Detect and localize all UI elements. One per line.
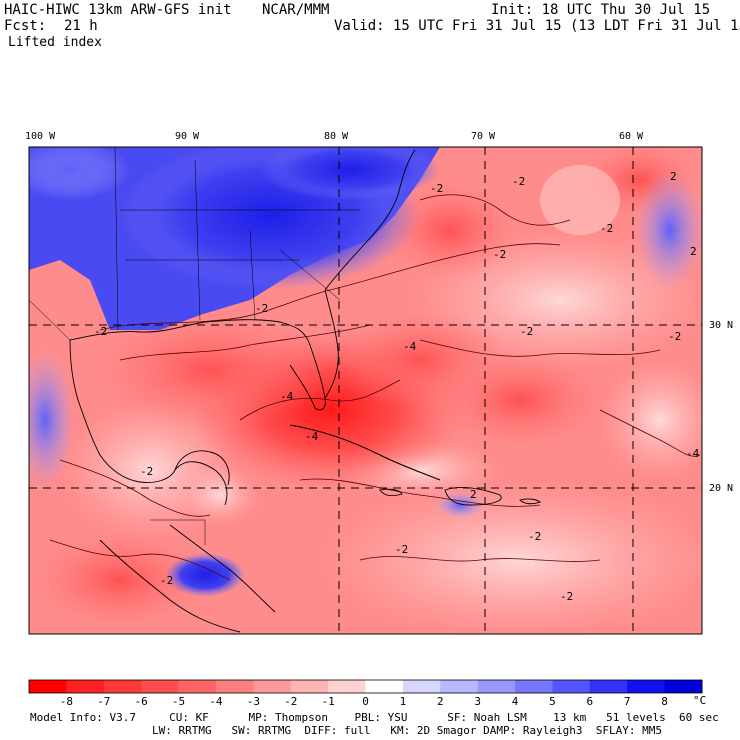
colorbar-swatch	[365, 680, 404, 693]
colorbar-swatch	[253, 680, 292, 693]
colorbar-swatch	[402, 680, 441, 693]
colorbar-swatch	[290, 680, 329, 693]
init-time: Init: 18 UTC Thu 30 Jul 15	[491, 2, 711, 18]
coastlines	[29, 147, 541, 633]
lon-label-70w: 70 W	[471, 131, 496, 142]
colorbar-labels: -8 -7 -6 -5 -4 -3 -2 -1 0 1 2 3 4 5 6 7 8	[60, 695, 668, 708]
colorbar-swatch	[66, 680, 105, 693]
lon-label-60w: 60 W	[619, 131, 644, 142]
contour-label: -2	[255, 302, 268, 315]
colorbar-tick-label: -2	[284, 695, 297, 708]
lat-label-20n: 20 N	[709, 483, 733, 494]
lon-label-80w: 80 W	[324, 131, 349, 142]
field-name: Lifted index	[8, 35, 102, 50]
longitude-labels: 100 W 90 W 80 W 70 W 60 W	[25, 131, 644, 142]
colorbar-unit: °C	[693, 694, 706, 707]
colorbar-tick-label: -8	[60, 695, 73, 708]
colorbar-swatch	[515, 680, 553, 693]
model-title: HAIC-HIWC 13km ARW-GFS init	[4, 2, 232, 18]
contour-label: -2	[528, 530, 541, 543]
colorbar-tick-label: -7	[97, 695, 110, 708]
contour-label: -2	[668, 330, 681, 343]
colorbar-tick-label: 2	[437, 695, 444, 708]
contour-label: -4	[403, 340, 417, 353]
valid-time: Valid: 15 UTC Fri 31 Jul 15 (13 LDT Fri …	[334, 18, 740, 34]
colorbar-tick-label: -6	[135, 695, 148, 708]
colorbar-tick-label: 5	[549, 695, 556, 708]
lat-label-30n: 30 N	[709, 320, 733, 331]
latitude-labels: 30 N 20 N	[709, 320, 733, 494]
contour-label: -2	[395, 543, 408, 556]
colorbar-swatch	[103, 680, 142, 693]
contour-label: -4	[686, 447, 700, 460]
colorbar-tick-label: 8	[661, 695, 668, 708]
model-info-line1: Model Info: V3.7 CU: KF MP: Thompson PBL…	[30, 711, 719, 724]
colorbar-tick-label: 0	[362, 695, 369, 708]
contour-label: -2	[600, 222, 613, 235]
contour-label: -2	[520, 325, 533, 338]
forecast-label: Fcst:	[4, 18, 47, 34]
contour-label: -2	[493, 248, 506, 261]
contour-label: -4	[280, 390, 294, 403]
contour-label: 2	[670, 170, 677, 183]
colorbar-swatch	[29, 680, 67, 693]
colorbar-swatch	[627, 680, 666, 693]
colorbar-swatch	[477, 680, 516, 693]
colorbar-tick-label: -4	[209, 695, 223, 708]
colorbar-frame	[28, 679, 703, 694]
contour-label: 2	[470, 488, 477, 501]
colorbar-swatch	[589, 680, 628, 693]
forecast-hour: 21 h	[64, 18, 98, 34]
contour-label: 2	[690, 245, 697, 258]
colorbar-swatch	[664, 680, 703, 693]
colorbar-swatch	[552, 680, 591, 693]
colorbar-tick-label: 7	[624, 695, 631, 708]
colorbar-tick-label: -3	[247, 695, 260, 708]
colorbar-tick-label: -5	[172, 695, 185, 708]
lon-label-90w: 90 W	[175, 131, 200, 142]
contour-label: -2	[160, 574, 173, 587]
colorbar-tick-label: 6	[587, 695, 594, 708]
contour-label: -2	[140, 465, 153, 478]
organization: NCAR/MMM	[262, 2, 330, 18]
colorbar-swatch	[141, 680, 180, 693]
contour-label: -2	[560, 590, 573, 603]
colorbar-tick-label: -1	[321, 695, 334, 708]
contour-label: -2	[430, 182, 443, 195]
contour-label: -2	[512, 175, 525, 188]
contour-labels: -2 -2 -2 -2 -2 -2 -2 -2 -4 -4 -4 -2 -2 -…	[94, 170, 700, 603]
map-frame	[28, 146, 703, 635]
colorbar-swatch	[440, 680, 479, 693]
colorbar	[28, 679, 703, 694]
colorbar-swatch	[328, 680, 366, 693]
colorbar-tick-label: 4	[512, 695, 519, 708]
graticule	[29, 147, 702, 634]
colorbar-swatch	[215, 680, 254, 693]
model-info-line2: LW: RRTMG SW: RRTMG DIFF: full KM: 2D Sm…	[152, 724, 662, 737]
contour-label: -4	[305, 430, 319, 443]
field-shading	[29, 147, 702, 634]
colorbar-tick-label: 1	[400, 695, 407, 708]
colorbar-swatch	[178, 680, 217, 693]
contour-label: -2	[94, 325, 107, 338]
colorbar-tick-label: 3	[474, 695, 481, 708]
lon-label-100w: 100 W	[25, 131, 56, 142]
